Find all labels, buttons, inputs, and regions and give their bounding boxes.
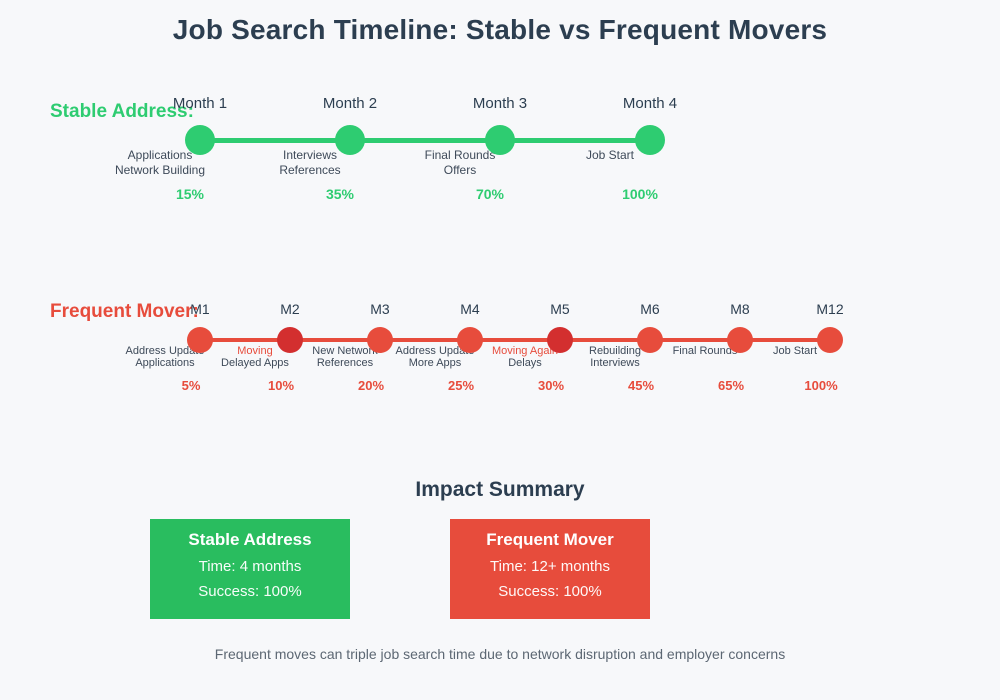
page-title: Job Search Timeline: Stable vs Frequent … xyxy=(172,14,828,45)
frequent-timeline-line xyxy=(200,338,830,342)
card-time-frequent: Time: 12+ months xyxy=(490,558,610,575)
stable-milestone-dot xyxy=(335,125,365,155)
card-success-frequent: Success: 100% xyxy=(498,583,602,600)
summary-title: Impact Summary xyxy=(415,478,585,501)
frequent-milestone-description: Moving Delayed Apps xyxy=(185,345,325,369)
stable-description-line: References xyxy=(279,163,341,177)
frequent-milestone-description: Address Update More Apps xyxy=(365,345,505,369)
stable-month-label: Month 2 xyxy=(322,95,378,112)
stable-description-line: Job Start xyxy=(585,148,635,162)
stable-month-label: Month 3 xyxy=(472,95,528,112)
frequent-description-line: Moving xyxy=(237,345,273,357)
stable-description-line: Offers xyxy=(443,163,477,177)
frequent-progress-pct: 100% xyxy=(804,378,838,393)
stable-progress-pct: 100% xyxy=(622,186,658,202)
frequent-month-label: M1 xyxy=(190,301,210,317)
frequent-description-line: References xyxy=(316,357,374,369)
summary-card-frequent: Frequent Mover Time: 12+ months Success:… xyxy=(450,519,650,619)
frequent-month-label: M8 xyxy=(730,301,750,317)
summary-card-stable: Stable Address Time: 4 months Success: 1… xyxy=(150,519,350,619)
frequent-progress-pct: 5% xyxy=(181,378,201,393)
frequent-month-label: M3 xyxy=(370,301,390,317)
stable-progress-pct: 70% xyxy=(475,186,505,202)
stable-milestone-description: Applications Network Building xyxy=(85,148,235,178)
frequent-description-line: Rebuilding xyxy=(589,345,641,357)
frequent-progress-pct: 45% xyxy=(627,378,655,393)
frequent-milestone-description: Rebuilding Interviews xyxy=(545,345,685,369)
stable-timeline-label: Stable Address: xyxy=(50,101,194,122)
card-success-stable: Success: 100% xyxy=(198,583,302,600)
frequent-month-label: M6 xyxy=(640,301,660,317)
card-time-stable: Time: 4 months xyxy=(198,558,302,575)
frequent-description-line: Address Update xyxy=(125,345,205,357)
frequent-description-line: Moving Again xyxy=(491,345,559,357)
frequent-milestone-description: Final Rounds xyxy=(635,345,775,357)
card-title-frequent: Frequent Mover xyxy=(486,530,614,549)
frequent-milestone-description: New Network References xyxy=(275,345,415,369)
frequent-timeline-label: Frequent Mover: xyxy=(50,301,199,322)
frequent-month-label: M12 xyxy=(816,301,844,317)
frequent-description-line: Address Update xyxy=(395,345,475,357)
frequent-description-line: Interviews xyxy=(590,357,640,369)
frequent-month-label: M5 xyxy=(550,301,570,317)
stable-milestone-description: Interviews References xyxy=(235,148,385,178)
frequent-milestone-dot xyxy=(187,327,213,353)
frequent-milestone-dot xyxy=(457,327,483,353)
frequent-milestone-dot xyxy=(727,327,753,353)
stable-description-line: Network Building xyxy=(114,163,206,177)
frequent-description-line: Job Start xyxy=(772,345,818,357)
summary-note: Frequent moves can triple job search tim… xyxy=(214,646,786,662)
stable-month-label: Month 4 xyxy=(622,95,678,112)
frequent-moving-dot xyxy=(547,327,573,353)
frequent-moving-dot xyxy=(277,327,303,353)
frequent-progress-pct: 25% xyxy=(447,378,475,393)
stable-progress-pct: 35% xyxy=(325,186,355,202)
stable-milestone-dot xyxy=(185,125,215,155)
card-title-stable: Stable Address xyxy=(188,530,312,549)
frequent-milestone-dot xyxy=(367,327,393,353)
stable-milestone-dot xyxy=(635,125,665,155)
frequent-month-label: M2 xyxy=(280,301,300,317)
stable-description-line: Applications xyxy=(127,148,193,162)
frequent-progress-pct: 20% xyxy=(357,378,385,393)
frequent-description-line: Final Rounds xyxy=(672,345,738,357)
frequent-description-line: More Apps xyxy=(408,357,462,369)
stable-description-line: Interviews xyxy=(282,148,338,162)
frequent-progress-pct: 65% xyxy=(717,378,745,393)
stable-description-line: Final Rounds xyxy=(424,148,496,162)
stable-milestone-description: Job Start xyxy=(535,148,685,163)
frequent-milestone-dot xyxy=(817,327,843,353)
frequent-milestone-description: Job Start xyxy=(725,345,865,357)
frequent-description-line: Delayed Apps xyxy=(221,357,289,369)
frequent-description-line: New Network xyxy=(312,345,378,357)
frequent-description-line: Applications xyxy=(135,357,195,369)
frequent-month-label: M4 xyxy=(460,301,480,317)
stable-month-label: Month 1 xyxy=(172,95,228,112)
frequent-progress-pct: 10% xyxy=(267,378,295,393)
stable-milestone-description: Final Rounds Offers xyxy=(385,148,535,178)
stable-milestone-dot xyxy=(485,125,515,155)
stable-progress-pct: 15% xyxy=(175,186,205,202)
frequent-milestone-dot xyxy=(637,327,663,353)
stable-timeline-line xyxy=(200,138,650,143)
frequent-progress-pct: 30% xyxy=(537,378,565,393)
frequent-milestone-description: Address Update Applications xyxy=(95,345,235,369)
frequent-milestone-description: Moving Again Delays xyxy=(455,345,595,369)
frequent-description-line: Delays xyxy=(508,357,542,369)
